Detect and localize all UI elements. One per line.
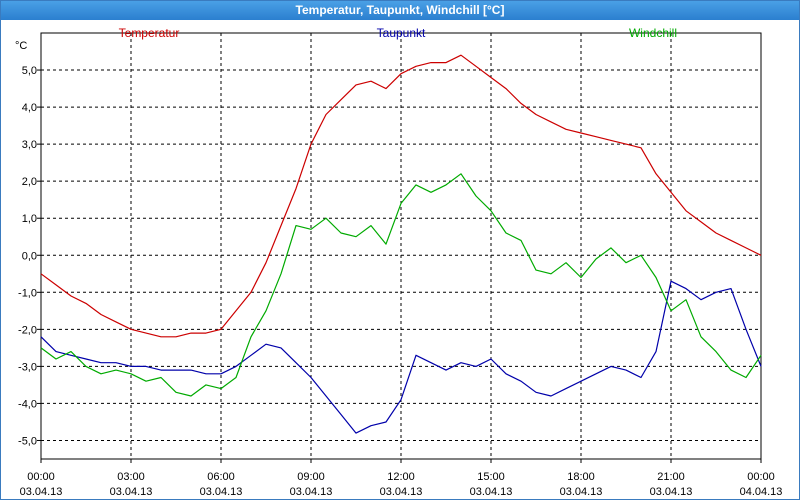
y-tick-label: -2,0 bbox=[18, 324, 37, 336]
x-tick-time: 15:00 bbox=[477, 471, 505, 483]
y-tick-label: 3,0 bbox=[22, 139, 37, 151]
y-tick-label: 1,0 bbox=[22, 213, 37, 225]
y-tick-label: -4,0 bbox=[18, 398, 37, 410]
y-tick-label: -5,0 bbox=[18, 435, 37, 447]
x-tick-time: 21:00 bbox=[657, 471, 685, 483]
x-tick-date: 03.04.13 bbox=[110, 486, 153, 498]
x-tick-time: 03:00 bbox=[117, 471, 145, 483]
series-temperatur-line bbox=[40, 54, 762, 338]
x-tick-time: 06:00 bbox=[207, 471, 235, 483]
series-windchill-line bbox=[40, 173, 762, 397]
series-lines bbox=[40, 54, 762, 434]
y-tick-label: 0,0 bbox=[22, 250, 37, 262]
x-tick-time: 12:00 bbox=[387, 471, 415, 483]
x-tick-date: 03.04.13 bbox=[200, 486, 243, 498]
x-tick-date: 04.04.13 bbox=[740, 486, 783, 498]
y-tick-label: -1,0 bbox=[18, 287, 37, 299]
x-tick-date: 03.04.13 bbox=[650, 486, 693, 498]
legend-windchill: Windchill bbox=[629, 26, 677, 40]
y-tick-label: 4,0 bbox=[22, 102, 37, 114]
x-tick-date: 03.04.13 bbox=[290, 486, 333, 498]
legend-temperatur: Temperatur bbox=[119, 26, 180, 40]
y-tick-label: 2,0 bbox=[22, 176, 37, 188]
x-tick-date: 03.04.13 bbox=[380, 486, 423, 498]
legend-taupunkt: Taupunkt bbox=[377, 26, 426, 40]
axis-ticks: 5,0 4,0 3,0 2,0 1,0 0,0 -1,0 -2,0 -3,0 -4,0 -5,0 00… bbox=[18, 65, 782, 498]
y-tick-label: -3,0 bbox=[18, 361, 37, 373]
x-tick-time: 18:00 bbox=[567, 471, 595, 483]
window-title: Temperatur, Taupunkt, Windchill [°C] bbox=[1, 1, 799, 20]
grid-lines bbox=[41, 33, 761, 459]
x-tick-time: 00:00 bbox=[27, 471, 55, 483]
x-tick-date: 03.04.13 bbox=[470, 486, 513, 498]
x-tick-time: 00:00 bbox=[747, 471, 775, 483]
x-tick-date: 03.04.13 bbox=[20, 486, 63, 498]
x-tick-date: 03.04.13 bbox=[560, 486, 603, 498]
x-tick-time: 09:00 bbox=[297, 471, 325, 483]
y-tick-label: 5,0 bbox=[22, 65, 37, 77]
series-taupunkt-line bbox=[40, 280, 762, 434]
y-unit-label: °C bbox=[15, 40, 27, 52]
